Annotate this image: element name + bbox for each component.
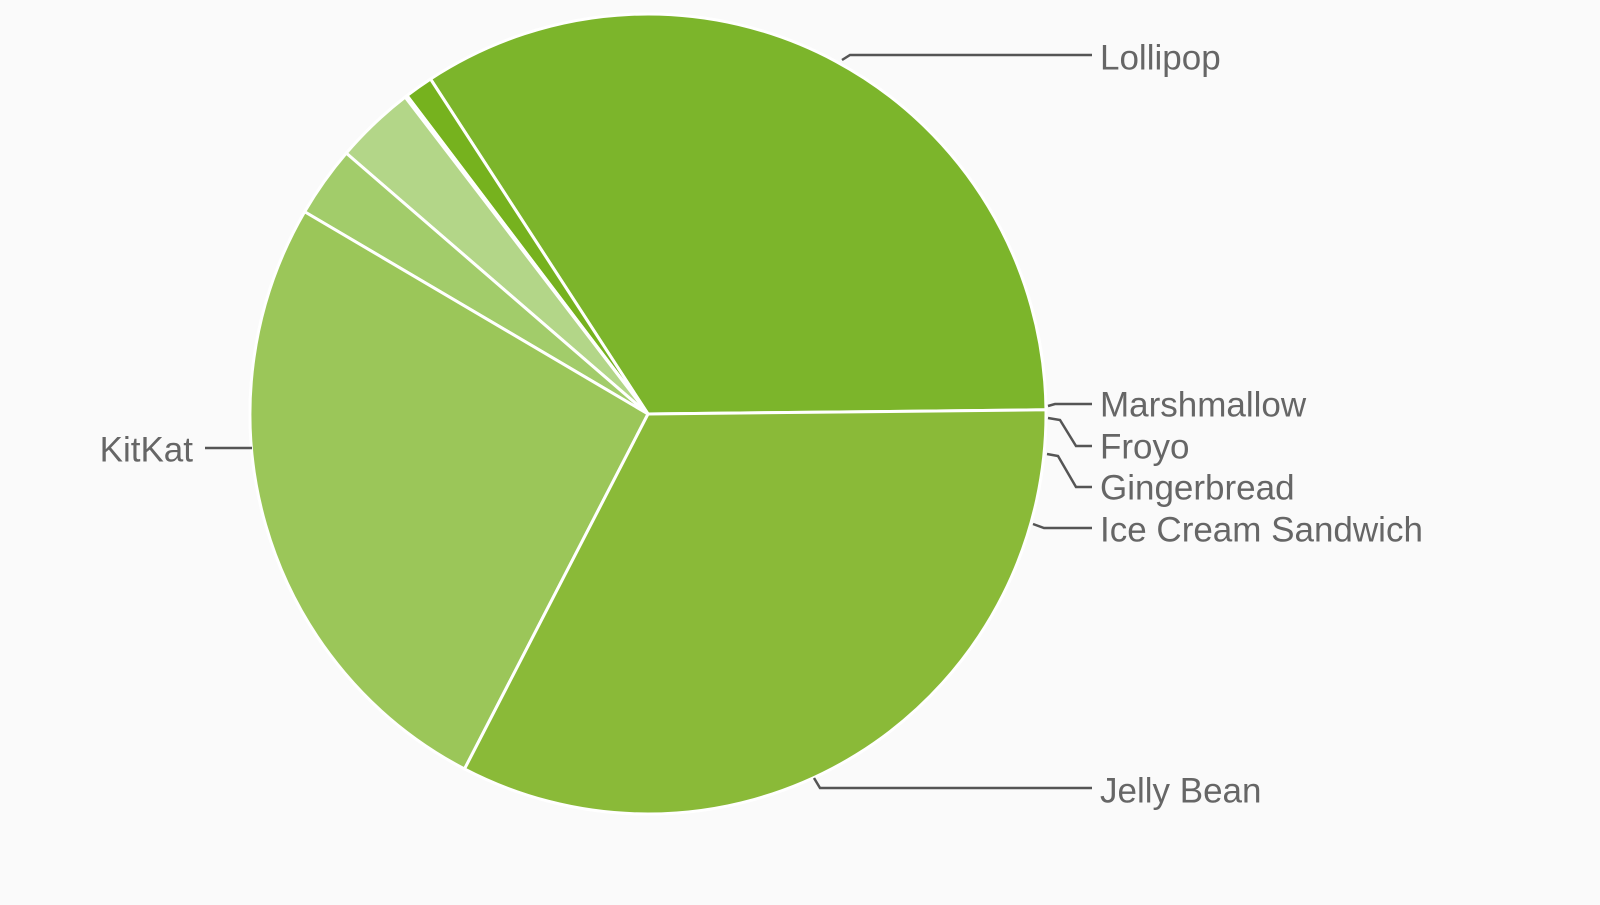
- leader-line-lollipop: [841, 53, 1092, 62]
- leader-line-ice-cream-sandwich: [1032, 522, 1092, 530]
- slice-label-lollipop: Lollipop: [1100, 38, 1221, 77]
- slice-label-kitkat: KitKat: [100, 430, 194, 469]
- leader-line-marshmallow: [1047, 402, 1092, 408]
- slice-label-jelly-bean: Jelly Bean: [1100, 771, 1261, 810]
- slice-label-ice-cream-sandwich: Ice Cream Sandwich: [1100, 510, 1423, 549]
- labels-layer: Lollipop Marshmallow Froyo Gingerbread I…: [100, 38, 1423, 810]
- slice-label-froyo: Froyo: [1100, 427, 1189, 466]
- leader-line-gingerbread: [1046, 452, 1092, 489]
- leaders-layer: [205, 53, 1092, 790]
- leader-line-froyo: [1047, 416, 1092, 448]
- slice-jelly-bean: [248, 210, 650, 771]
- slice-label-gingerbread: Gingerbread: [1100, 468, 1295, 507]
- leader-line-jelly-bean: [812, 777, 1092, 790]
- slice-kitkat: [463, 408, 1048, 816]
- slice-label-marshmallow: Marshmallow: [1100, 385, 1307, 424]
- slices-layer: [248, 12, 1048, 816]
